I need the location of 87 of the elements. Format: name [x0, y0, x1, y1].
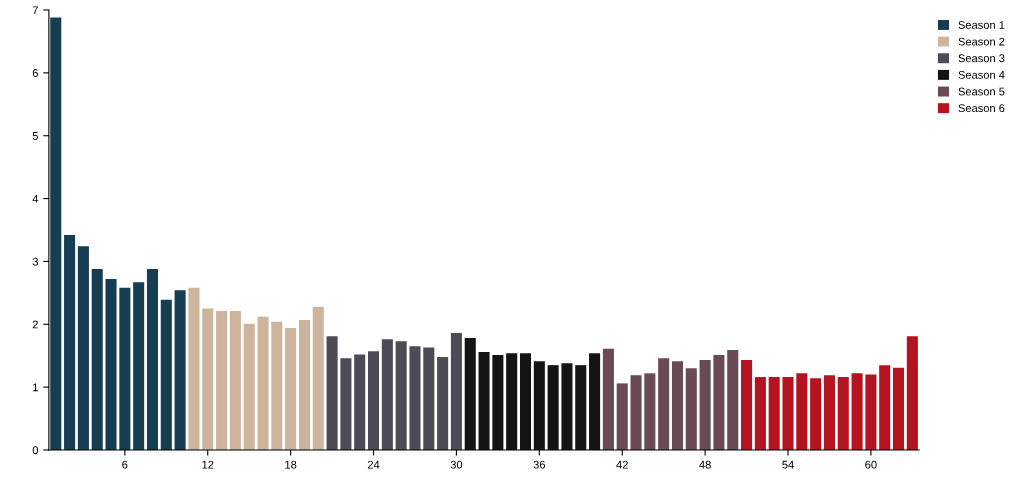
- bar: [298, 319, 310, 450]
- bar: [423, 347, 435, 450]
- bar: [326, 336, 338, 450]
- bar: [395, 341, 407, 450]
- bar: [257, 316, 269, 450]
- x-tick-label: 24: [367, 460, 380, 469]
- bar: [547, 365, 559, 450]
- bar: [533, 361, 545, 450]
- bar: [782, 377, 794, 450]
- bar: [340, 358, 352, 450]
- legend-label: Season 4: [958, 70, 1005, 79]
- bar: [823, 375, 835, 450]
- bar: [216, 311, 228, 450]
- bar: [671, 361, 684, 450]
- bar: [174, 290, 186, 450]
- y-tick-label: 7: [32, 6, 38, 15]
- bar: [768, 377, 780, 450]
- bar: [906, 336, 918, 450]
- bar: [146, 268, 159, 450]
- y-tick-label: 3: [32, 257, 38, 266]
- bar: [160, 299, 172, 450]
- x-tick-label: 6: [122, 460, 128, 469]
- bar: [492, 355, 504, 450]
- x-tick-label: 30: [450, 460, 463, 469]
- x-tick-label: 18: [285, 460, 297, 469]
- bar: [381, 339, 393, 450]
- bar: [685, 368, 697, 450]
- bar: [229, 311, 241, 450]
- bar: [368, 351, 380, 450]
- bar: [754, 377, 766, 450]
- bar: [133, 282, 145, 450]
- x-tick-label: 54: [782, 460, 794, 469]
- bar: [589, 353, 601, 450]
- bar: [450, 333, 462, 450]
- x-tick-label: 36: [533, 460, 546, 469]
- bar: [119, 287, 131, 450]
- bar: [616, 383, 628, 450]
- bar: [602, 348, 614, 450]
- bar: [50, 17, 62, 450]
- y-tick-label: 5: [32, 132, 38, 140]
- bar: [810, 378, 822, 450]
- bar: [519, 353, 532, 450]
- legend-label: Season 2: [958, 37, 1005, 46]
- bar: [188, 287, 200, 450]
- bar: [561, 363, 573, 450]
- y-tick-label: 6: [32, 69, 38, 77]
- bar: [879, 365, 891, 450]
- bar: [354, 354, 366, 450]
- y-tick-label: 0: [32, 446, 39, 455]
- y-tick-label: 1: [33, 383, 38, 392]
- bar: [851, 373, 863, 450]
- bar: [837, 377, 849, 450]
- bar: [409, 346, 421, 450]
- bar: [243, 323, 255, 450]
- x-tick-label: 60: [865, 460, 877, 469]
- bar: [699, 360, 711, 450]
- legend-label: Season 1: [958, 21, 1005, 29]
- legend-label: Season 3: [958, 54, 1005, 63]
- bar: [437, 356, 449, 450]
- bar: [865, 374, 877, 450]
- bar: [285, 328, 297, 450]
- bar: [575, 365, 587, 450]
- bar: [64, 235, 76, 450]
- bar: [713, 355, 725, 450]
- bar: [91, 268, 103, 450]
- bar: [741, 360, 753, 450]
- bar: [796, 373, 808, 450]
- bar: [105, 279, 117, 450]
- bar: [271, 321, 283, 450]
- y-tick-label: 4: [32, 194, 39, 203]
- bar: [506, 353, 518, 450]
- bar: [202, 308, 214, 450]
- x-tick-label: 48: [699, 460, 711, 469]
- bar: [893, 367, 905, 450]
- y-tick-label: 2: [32, 320, 38, 329]
- bar: [630, 375, 642, 450]
- bar: [658, 358, 670, 450]
- bar: [312, 306, 324, 450]
- bar: [727, 350, 739, 450]
- bar: [464, 338, 476, 450]
- legend-label: Season 6: [958, 104, 1005, 113]
- x-tick-label: 42: [616, 460, 628, 469]
- bar: [644, 373, 656, 450]
- bar: [77, 246, 89, 450]
- legend-label: Season 5: [958, 87, 1005, 96]
- bar: [478, 351, 490, 450]
- x-tick-label: 12: [202, 460, 214, 469]
